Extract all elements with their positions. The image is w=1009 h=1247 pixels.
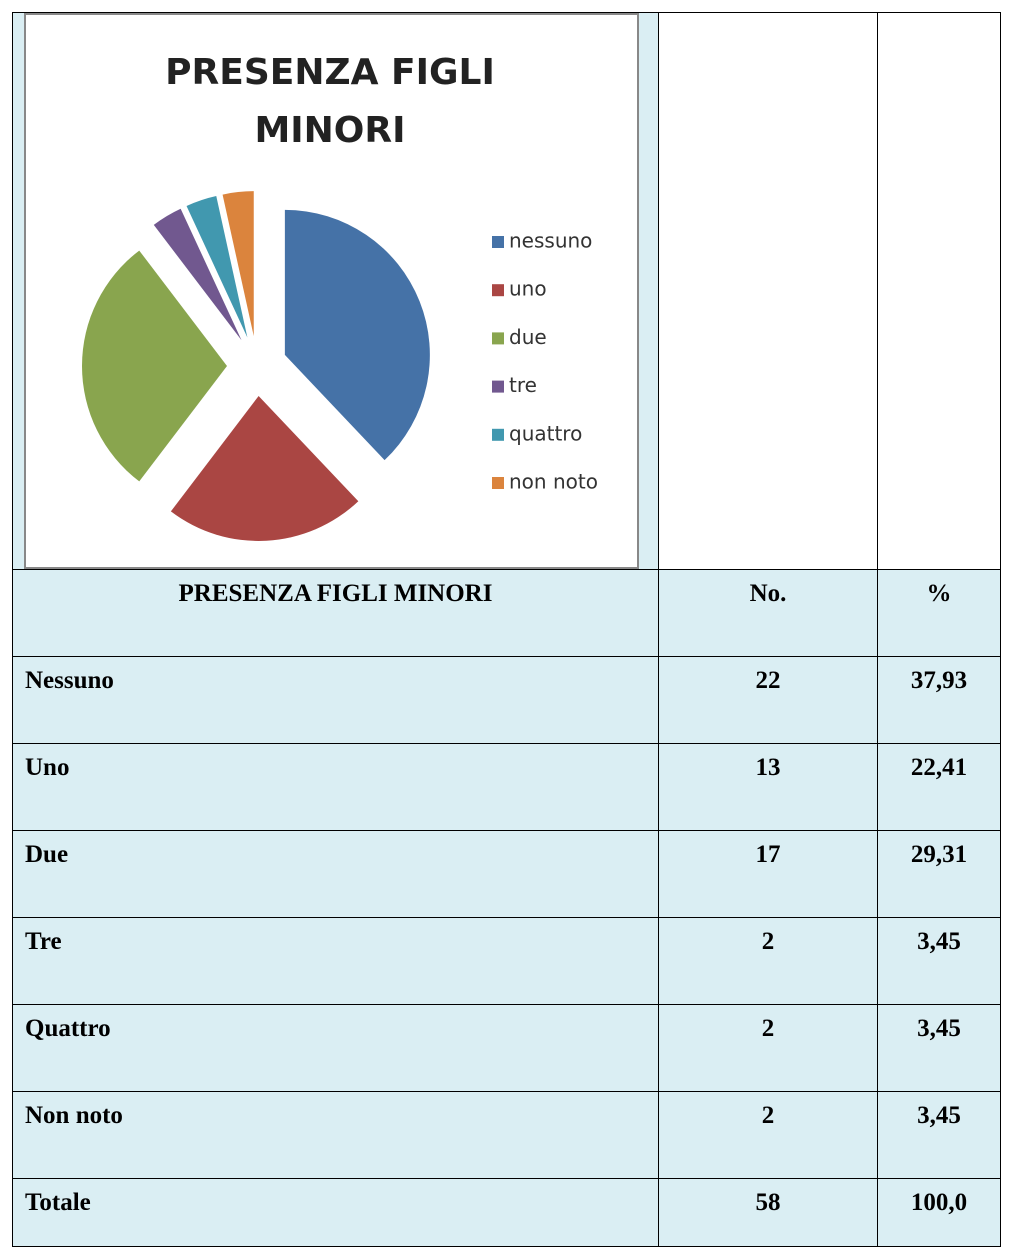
row-label: Due — [12, 830, 659, 918]
row-label: Tre — [12, 917, 659, 1005]
legend-label: due — [509, 325, 547, 349]
row-label: Totale — [12, 1178, 659, 1247]
percent-cell: 3,45 — [877, 1004, 1001, 1092]
pie-slice — [222, 191, 254, 337]
legend-label: nessuno — [509, 229, 592, 253]
row-label: Uno — [12, 743, 659, 831]
count-cell: 2 — [658, 917, 878, 1005]
legend-label: uno — [509, 277, 547, 301]
pie-slice — [186, 195, 248, 338]
legend-swatch — [492, 284, 504, 297]
pie-slice — [82, 250, 228, 482]
row-label: Nessuno — [12, 656, 659, 744]
legend-swatch — [492, 428, 504, 441]
count-cell: 2 — [658, 1004, 878, 1092]
count-cell: 13 — [658, 743, 878, 831]
legend-label: quattro — [509, 421, 582, 445]
pie-slice — [284, 209, 430, 461]
legend-label: non noto — [509, 470, 598, 494]
count-cell: 2 — [658, 1091, 878, 1179]
legend-swatch — [492, 332, 504, 345]
pie-slice — [153, 208, 242, 341]
empty-cell — [877, 12, 1001, 570]
count-cell: 22 — [658, 656, 878, 744]
legend-label: tre — [509, 373, 537, 397]
chart-title: PRESENZA FIGLI MINORI — [165, 52, 495, 151]
legend-swatch — [492, 236, 504, 248]
chart: nessuno uno due tre quattro non noto — [24, 13, 639, 569]
percent-cell: 29,31 — [877, 830, 1001, 918]
header-cell: No. — [658, 569, 878, 657]
empty-cell — [658, 12, 878, 570]
legend-swatch — [492, 380, 504, 393]
row-label: Quattro — [12, 1004, 659, 1092]
count-cell: 58 — [658, 1178, 878, 1247]
page: PRESENZA FIGLI MINORI No.% Nessuno 22 37,93… — [12, 12, 1001, 1247]
percent-cell: 37,93 — [877, 656, 1001, 744]
percent-cell: 100,0 — [877, 1178, 1001, 1247]
percent-cell: 22,41 — [877, 743, 1001, 831]
header-cell: % — [877, 569, 1001, 657]
row-label: Non noto — [12, 1091, 659, 1179]
percent-cell: 3,45 — [877, 1091, 1001, 1179]
pie-slice — [170, 395, 359, 541]
legend-swatch — [492, 477, 504, 489]
header-cell: PRESENZA FIGLI MINORI — [12, 569, 659, 657]
